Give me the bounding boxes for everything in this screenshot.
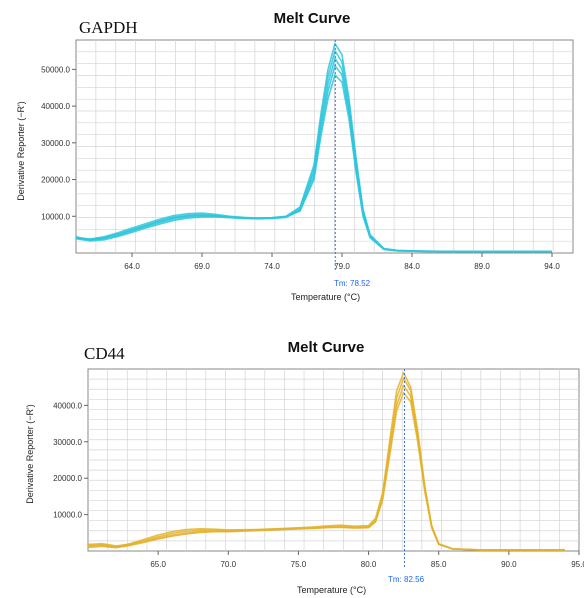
x-tick-label: 75.0 <box>291 560 307 569</box>
x-tick-label: 64.0 <box>124 262 140 271</box>
x-tick-label: 69.0 <box>194 262 210 271</box>
x-tick-label: 95.0 <box>571 560 584 569</box>
cd44-melt-curve-chart: 65.0 70.0 75.0 80.0 85.0 90.0 95.0 10000.0 20000… <box>53 368 584 569</box>
y-tick-label: 40000.0 <box>53 401 82 410</box>
cd44-melt-curve-panel: 65.0 70.0 75.0 80.0 85.0 90.0 95.0 10000.0 20000… <box>0 299 584 598</box>
x-axis-title: Temperature (°C) <box>291 292 361 302</box>
y-tick-label: 30000.0 <box>41 139 70 148</box>
series-line-4 <box>88 391 565 551</box>
series-group <box>76 42 552 253</box>
series-group <box>88 371 565 551</box>
x-tick-label: 80.0 <box>361 560 377 569</box>
x-axis-title: Temperature (°C) <box>297 585 367 595</box>
y-axis-title: Derivative Reporter (−R') <box>16 101 26 201</box>
series-line-5 <box>76 74 552 253</box>
x-tick-label: 74.0 <box>264 262 280 271</box>
x-tick-label: 70.0 <box>220 560 236 569</box>
gene-label: CD44 <box>84 344 125 363</box>
y-tick-label: 30000.0 <box>53 438 82 447</box>
chart-title: Melt Curve <box>287 339 365 356</box>
gapdh-melt-curve-panel: 64.0 69.0 74.0 79.0 84.0 89.0 94.0 10000.0 20000… <box>16 10 574 302</box>
y-axis-title: Derivative Reporter (−R') <box>25 404 35 504</box>
x-tick-label: 65.0 <box>150 560 166 569</box>
x-tick-label: 89.0 <box>474 262 490 271</box>
gene-label: GAPDH <box>79 18 138 37</box>
y-tick-label: 40000.0 <box>41 102 70 111</box>
x-tick-label: 79.0 <box>334 262 350 271</box>
y-tick-label: 50000.0 <box>41 65 70 74</box>
y-tick-label: 20000.0 <box>41 176 70 185</box>
gridlines <box>88 369 579 551</box>
tm-label: Tm: 82.56 <box>388 575 425 584</box>
x-tick-label: 85.0 <box>431 560 447 569</box>
x-tick-label: 94.0 <box>544 262 560 271</box>
gapdh-melt-curve-chart: 64.0 69.0 74.0 79.0 84.0 89.0 94.0 10000.0 20000… <box>41 39 574 271</box>
tm-label: Tm: 78.52 <box>334 279 371 288</box>
y-tick-label: 10000.0 <box>41 212 70 221</box>
x-tick-label: 84.0 <box>404 262 420 271</box>
chart-title: Melt Curve <box>273 10 351 27</box>
x-tick-label: 90.0 <box>501 560 517 569</box>
y-tick-label: 10000.0 <box>53 511 82 520</box>
y-tick-label: 20000.0 <box>53 474 82 483</box>
